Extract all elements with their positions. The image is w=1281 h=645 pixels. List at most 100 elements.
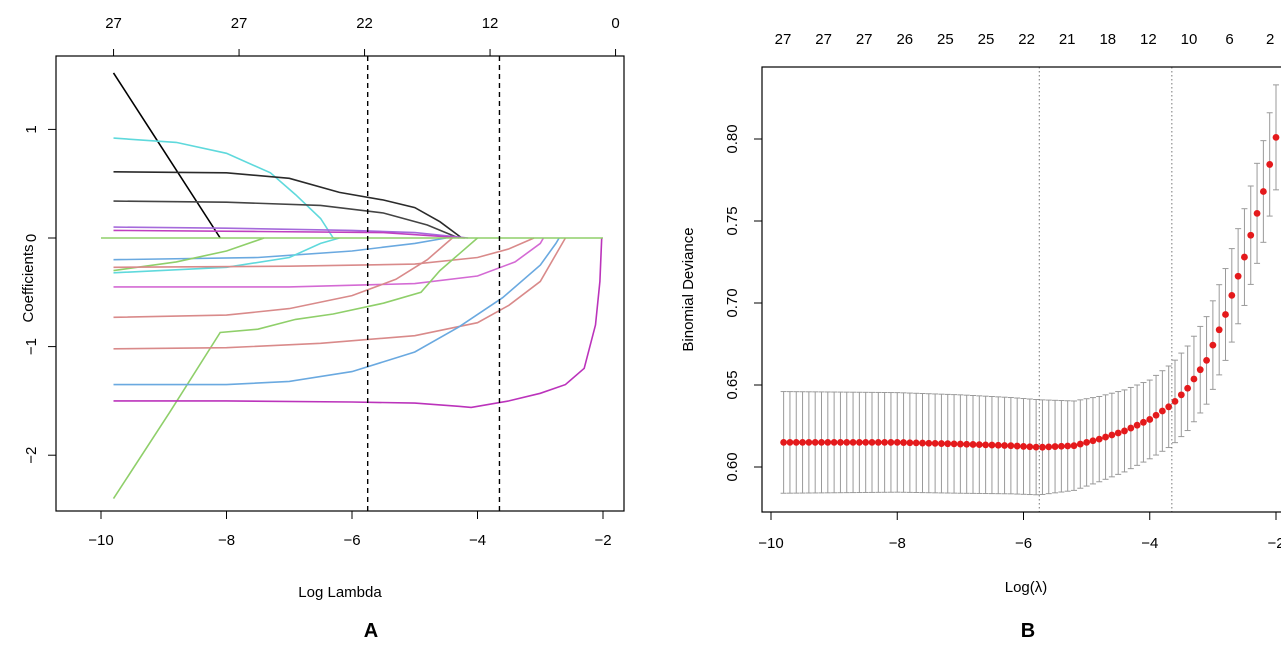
deviance-point-50 [1095, 435, 1103, 443]
panel-a-top-tick-label-3: 12 [482, 15, 499, 32]
deviance-point-39 [1026, 443, 1034, 451]
panel-a-top-tick-label-4: 0 [611, 15, 619, 32]
panel-b-top-label-7: 21 [1059, 31, 1076, 48]
deviance-point-56 [1133, 421, 1141, 429]
panel-a-top-tick-label-1: 27 [231, 15, 248, 32]
deviance-point-19 [900, 439, 907, 446]
deviance-point-49 [1089, 437, 1097, 445]
coefficient-path-1 [112, 72, 221, 239]
deviance-point-61 [1165, 403, 1173, 411]
deviance-point-46 [1070, 442, 1078, 450]
panel-b-top-label-11: 6 [1225, 31, 1233, 48]
panel-b-x-tick-label-3: −4 [1141, 535, 1158, 552]
panel-b-top-label-4: 25 [937, 31, 954, 48]
deviance-point-31 [975, 441, 983, 449]
panel-a-y-tick-label-1: −1 [23, 338, 40, 355]
deviance-point-3 [799, 439, 806, 446]
deviance-point-57 [1140, 418, 1147, 426]
panel-b-x-tick-label-4: −2 [1267, 535, 1281, 552]
panel-b-top-label-5: 25 [978, 31, 995, 48]
panel-a-y-tick-label-0: −2 [23, 447, 40, 464]
deviance-point-74 [1247, 231, 1255, 239]
deviance-point-4 [805, 439, 813, 446]
deviance-point-24 [931, 439, 939, 447]
panel-a-y-tick-label-2: 0 [23, 234, 40, 242]
panel-b-error-bars [780, 84, 1279, 496]
deviance-point-33 [988, 441, 996, 449]
panel-b-x-tick-label-0: −10 [758, 535, 783, 552]
deviance-point-8 [830, 439, 838, 446]
deviance-point-64 [1184, 384, 1192, 392]
panel-b-top-label-8: 18 [1099, 31, 1116, 48]
deviance-point-66 [1196, 366, 1204, 374]
deviance-point-27 [950, 440, 958, 448]
deviance-point-63 [1177, 391, 1185, 399]
coefficient-path-4 [113, 200, 460, 239]
coefficient-path-9 [113, 237, 340, 274]
deviance-point-7 [824, 439, 832, 446]
deviance-point-51 [1102, 433, 1109, 441]
deviance-point-68 [1209, 341, 1217, 349]
deviance-point-25 [938, 440, 945, 447]
deviance-point-60 [1158, 407, 1166, 415]
deviance-point-62 [1171, 398, 1179, 405]
panel-a-x-tick-label-2: −6 [343, 532, 360, 549]
panel-a-x-axis-title: Log Lambda [298, 584, 382, 601]
panel-b-top-label-6: 22 [1018, 31, 1035, 48]
deviance-point-30 [969, 441, 977, 448]
deviance-point-37 [1013, 442, 1021, 450]
deviance-point-22 [919, 439, 926, 447]
deviance-point-43 [1051, 443, 1059, 450]
panel-a-top-tick-label-2: 22 [356, 15, 373, 32]
deviance-point-34 [994, 441, 1002, 449]
deviance-point-72 [1234, 272, 1242, 280]
panel-a-label: A [364, 620, 378, 642]
panel-b-top-label-9: 12 [1140, 31, 1157, 48]
deviance-point-10 [843, 439, 851, 446]
panel-b-top-label-0: 27 [775, 31, 792, 48]
coefficient-path-8 [113, 237, 265, 272]
deviance-point-20 [906, 439, 914, 447]
coefficient-path-14 [113, 237, 567, 350]
coefficient-path-15 [113, 237, 560, 386]
deviance-point-59 [1152, 411, 1160, 419]
coefficient-path-7 [113, 237, 447, 261]
deviance-point-23 [925, 439, 933, 447]
deviance-point-54 [1121, 427, 1128, 435]
deviance-point-0 [780, 439, 788, 446]
deviance-point-48 [1083, 439, 1091, 446]
deviance-point-47 [1076, 440, 1084, 448]
panel-a-x-tick-label-0: −10 [88, 532, 113, 549]
deviance-point-70 [1222, 311, 1229, 318]
coefficient-path-3 [113, 171, 463, 239]
deviance-point-11 [849, 439, 857, 446]
deviance-point-16 [881, 439, 889, 446]
deviance-point-13 [862, 439, 870, 446]
panel-b-x-tick-label-2: −6 [1015, 535, 1032, 552]
panel-b-top-label-2: 27 [856, 31, 873, 48]
panel-a-y-tick-label-3: 1 [23, 125, 40, 133]
panel-b-top-label-3: 26 [896, 31, 913, 48]
coefficient-path-6 [113, 229, 465, 239]
deviance-point-45 [1064, 442, 1072, 450]
coefficient-path-11 [113, 237, 545, 288]
deviance-point-73 [1241, 253, 1248, 261]
deviance-point-5 [811, 439, 819, 446]
deviance-point-36 [1007, 442, 1015, 450]
deviance-point-53 [1114, 429, 1122, 437]
deviance-point-78 [1272, 133, 1280, 141]
deviance-point-17 [887, 439, 895, 446]
coefficient-path-12 [113, 237, 453, 319]
deviance-point-65 [1190, 375, 1198, 383]
deviance-point-21 [912, 439, 920, 447]
deviance-point-55 [1127, 424, 1135, 432]
deviance-point-69 [1215, 326, 1223, 334]
deviance-point-6 [818, 439, 825, 446]
deviance-point-38 [1020, 443, 1027, 450]
deviance-point-15 [874, 439, 882, 446]
panel-b-y-tick-label-1: 0.65 [724, 370, 741, 399]
deviance-point-14 [868, 439, 876, 446]
